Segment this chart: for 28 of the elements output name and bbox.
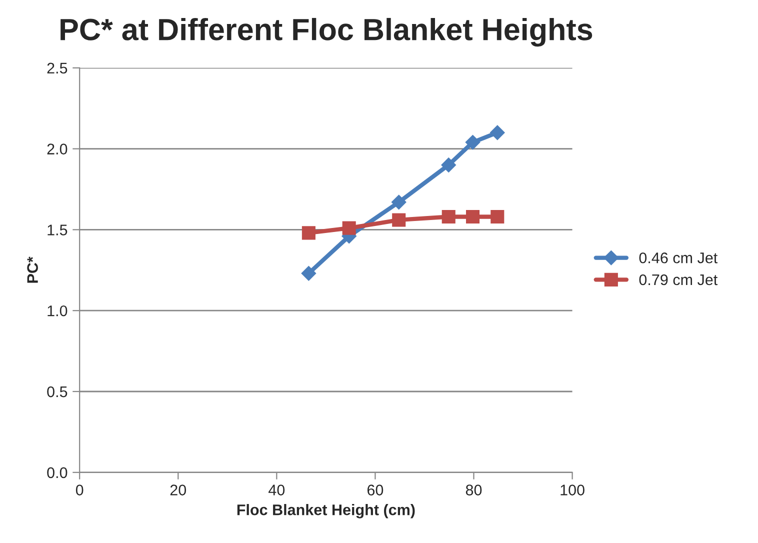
- point: [490, 210, 504, 224]
- point: [441, 158, 456, 172]
- point: [442, 210, 456, 224]
- y-tick-label: 2.5: [47, 62, 68, 74]
- x-tick-label: 40: [268, 484, 285, 496]
- point: [466, 210, 480, 224]
- chart-title: PC* at Different Floc Blanket Heights: [60, 18, 592, 47]
- point: [302, 226, 316, 240]
- point: [392, 213, 406, 227]
- x-axis-title: Floc Blanket Height (cm): [237, 504, 415, 518]
- point: [301, 266, 316, 281]
- point: [490, 125, 505, 140]
- point: [391, 194, 406, 210]
- x-tick-label: 60: [367, 484, 384, 496]
- x-tick-label: 0: [76, 484, 84, 496]
- y-axis-title: PC*: [27, 256, 38, 283]
- y-tick-label: 0.5: [47, 386, 68, 398]
- legend-label: 0.79 cm Jet: [639, 274, 718, 286]
- y-tick-label: 1.0: [48, 305, 68, 316]
- x-tick-label: 20: [170, 484, 186, 496]
- x-tick-label: 100: [560, 484, 584, 496]
- y-tick-label: 1.5: [48, 224, 68, 236]
- legend-label: 0.46 cm Jet: [639, 252, 718, 264]
- y-tick-label: 2.0: [47, 144, 68, 154]
- point: [465, 134, 480, 150]
- x-tick-label: 80: [466, 484, 482, 496]
- point: [342, 221, 356, 235]
- y-tick-label: 0.0: [47, 467, 68, 478]
